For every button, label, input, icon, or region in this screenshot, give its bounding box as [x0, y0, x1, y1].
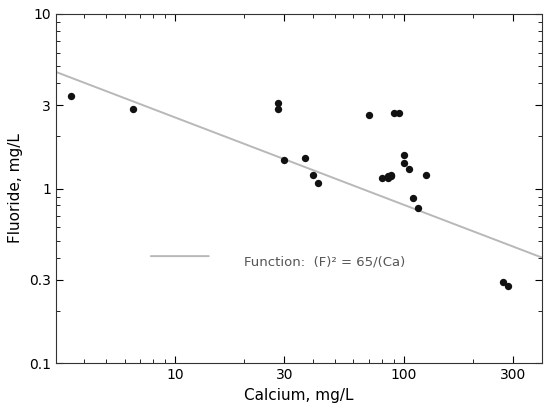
X-axis label: Calcium, mg/L: Calcium, mg/L	[244, 388, 354, 403]
Point	[383, 175, 392, 181]
Point	[383, 173, 392, 179]
Point	[504, 283, 513, 290]
Point	[301, 155, 310, 161]
Point	[377, 175, 386, 181]
Point	[414, 205, 422, 212]
Point	[273, 106, 282, 112]
Point	[400, 152, 409, 159]
Point	[387, 173, 395, 179]
Point	[387, 171, 395, 178]
Point	[394, 110, 403, 116]
Point	[422, 171, 431, 178]
Point	[404, 165, 413, 172]
Point	[280, 157, 289, 164]
Point	[389, 110, 398, 116]
Y-axis label: Fluoride, mg/L: Fluoride, mg/L	[8, 134, 23, 243]
Point	[314, 180, 322, 187]
Point	[309, 171, 317, 178]
Point	[400, 160, 409, 166]
Text: Function:  (F)² = 65/(Ca): Function: (F)² = 65/(Ca)	[244, 256, 405, 268]
Point	[364, 111, 373, 118]
Point	[128, 106, 137, 112]
Point	[498, 279, 507, 286]
Point	[273, 99, 282, 106]
Point	[409, 195, 418, 201]
Point	[67, 92, 75, 99]
